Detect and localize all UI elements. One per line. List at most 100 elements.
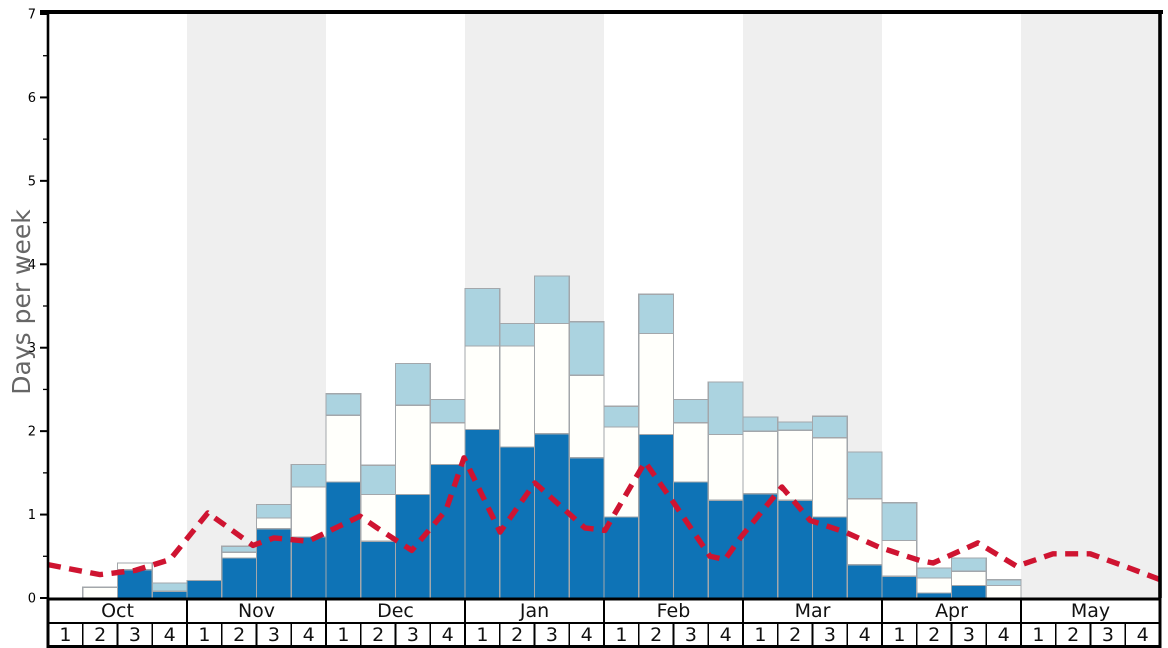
bar-apr3-light_blue — [950, 557, 987, 572]
bar-apr3-white — [950, 570, 987, 587]
y-tick-label-3: 3 — [28, 341, 36, 356]
week-label-jan-2: 2 — [511, 624, 523, 646]
month-label-jan: Jan — [519, 600, 549, 622]
y-tick-label-2: 2 — [28, 425, 36, 440]
bar-jan2-dark_blue — [499, 446, 536, 599]
bar-feb2-white — [638, 332, 675, 436]
bar-oct4-light_blue — [151, 582, 188, 592]
bar-nov4-dark_blue — [290, 536, 327, 599]
bar-jan1-light_blue — [464, 287, 501, 347]
week-label-feb-4: 4 — [720, 624, 732, 646]
week-label-dec-1: 1 — [337, 624, 349, 646]
bar-jan3-white — [533, 322, 570, 435]
bar-nov2-white — [221, 551, 258, 559]
month-label-apr: Apr — [935, 600, 968, 622]
bar-feb2-dark_blue — [638, 433, 675, 599]
bar-feb1-light_blue — [603, 405, 640, 428]
month-label-mar: Mar — [795, 600, 831, 622]
bar-jan1-dark_blue — [464, 428, 501, 599]
bar-mar3-light_blue — [811, 415, 848, 439]
bar-dec4-white — [429, 422, 466, 466]
week-label-may-4: 4 — [1137, 624, 1149, 646]
week-label-apr-3: 3 — [963, 624, 975, 646]
week-label-may-2: 2 — [1067, 624, 1079, 646]
bar-feb2-light_blue — [638, 293, 675, 335]
week-label-may-1: 1 — [1032, 624, 1044, 646]
month-label-feb: Feb — [657, 600, 691, 622]
bar-mar2-light_blue — [777, 421, 814, 431]
red-dashed-line — [47, 455, 1161, 583]
bar-mar2-dark_blue — [777, 499, 814, 599]
axes-layer: 0 1 2 3 4 5 6 7 — [28, 8, 1163, 607]
bar-apr2-white — [916, 577, 953, 594]
bar-apr1-dark_blue — [881, 575, 918, 599]
bar-feb1-dark_blue — [603, 516, 640, 599]
bar-feb1-white — [603, 426, 640, 518]
y-tick-label-4: 4 — [28, 258, 36, 273]
bar-apr3-dark_blue — [950, 584, 987, 599]
bar-apr1-light_blue — [881, 502, 918, 542]
bar-dec1-white — [325, 414, 362, 483]
week-label-mar-1: 1 — [754, 624, 766, 646]
week-label-apr-2: 2 — [928, 624, 940, 646]
y-tick-label-6: 6 — [28, 91, 36, 106]
bar-nov4-light_blue — [290, 463, 327, 488]
bar-feb3-dark_blue — [672, 481, 709, 599]
bar-mar4-light_blue — [846, 451, 883, 500]
bar-jan4-white — [568, 374, 605, 459]
week-label-may-3: 3 — [1102, 624, 1114, 646]
week-label-jan-1: 1 — [476, 624, 488, 646]
bar-nov3-white — [255, 517, 292, 530]
bar-apr2-dark_blue — [916, 592, 953, 599]
bar-dec2-dark_blue — [360, 540, 397, 599]
bar-dec4-light_blue — [429, 398, 466, 424]
month-label-may: May — [1071, 600, 1110, 622]
bar-jan1-white — [464, 345, 501, 431]
week-label-apr-4: 4 — [998, 624, 1010, 646]
bar-feb4-dark_blue — [707, 499, 744, 599]
week-label-dec-4: 4 — [442, 624, 454, 646]
week-label-feb-2: 2 — [650, 624, 662, 646]
week-label-apr-1: 1 — [893, 624, 905, 646]
week-label-mar-2: 2 — [789, 624, 801, 646]
bar-nov4-white — [290, 486, 327, 538]
month-label-dec: Dec — [377, 600, 414, 622]
bar-mar1-white — [742, 430, 779, 495]
bar-feb4-light_blue — [707, 381, 744, 436]
week-label-dec-2: 2 — [372, 624, 384, 646]
bar-dec3-white — [394, 404, 431, 496]
week-label-nov-4: 4 — [303, 624, 315, 646]
week-label-nov-3: 3 — [268, 624, 280, 646]
bar-mar3-dark_blue — [811, 516, 848, 599]
y-tick-label-7: 7 — [28, 8, 36, 23]
week-label-jan-3: 3 — [546, 624, 558, 646]
bar-jan3-dark_blue — [533, 432, 570, 599]
bar-apr4-white — [985, 584, 1022, 599]
month-cell-jan — [463, 597, 606, 625]
red-line-layer — [47, 455, 1161, 583]
month-label-oct: Oct — [101, 600, 134, 622]
bar-mar1-light_blue — [742, 416, 779, 432]
week-label-oct-4: 4 — [164, 624, 176, 646]
bar-dec1-light_blue — [325, 392, 362, 416]
month-label-nov: Nov — [238, 600, 275, 622]
bar-apr2-light_blue — [916, 567, 953, 579]
bar-nov2-dark_blue — [221, 557, 258, 599]
y-tick-label-1: 1 — [28, 508, 36, 523]
bar-dec2-light_blue — [360, 464, 397, 496]
bar-mar4-dark_blue — [846, 563, 883, 599]
week-label-feb-3: 3 — [685, 624, 697, 646]
week-label-dec-3: 3 — [407, 624, 419, 646]
bar-dec3-light_blue — [394, 362, 431, 406]
bar-oct4-dark_blue — [151, 590, 188, 599]
bar-dec4-dark_blue — [429, 463, 466, 599]
y-tick-label-5: 5 — [28, 174, 36, 189]
week-label-nov-1: 1 — [198, 624, 210, 646]
week-label-mar-4: 4 — [859, 624, 871, 646]
week-label-feb-1: 1 — [615, 624, 627, 646]
bar-jan4-light_blue — [568, 321, 605, 376]
y-tick-label-0: 0 — [28, 592, 36, 607]
y-axis-title: Days per week — [7, 209, 36, 395]
bar-feb4-white — [707, 433, 744, 502]
